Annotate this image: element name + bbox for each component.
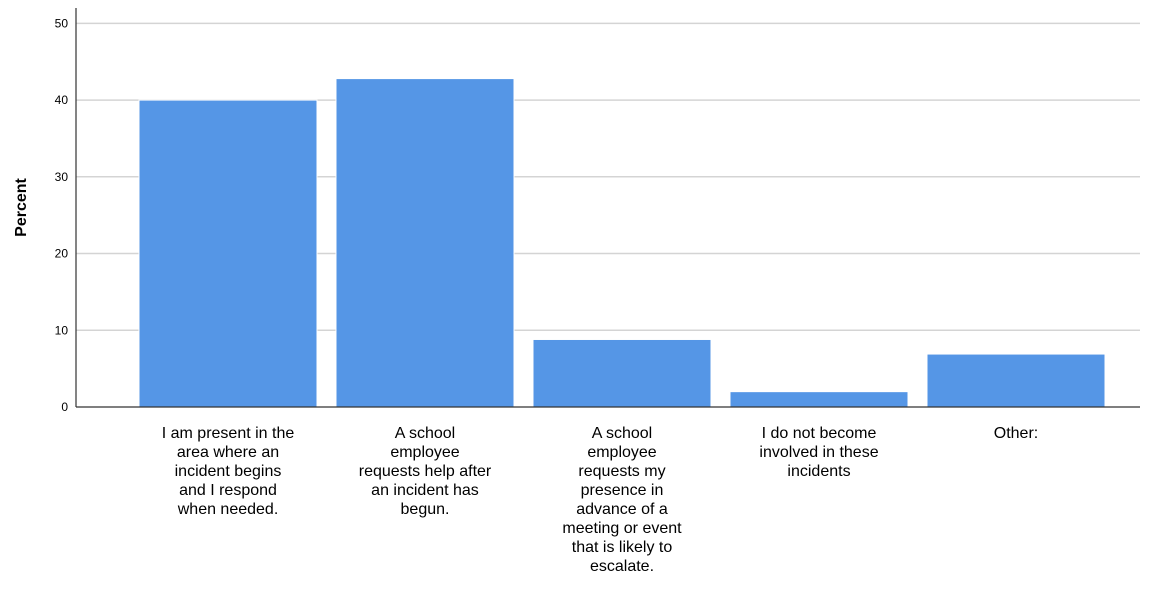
y-tick-label-0: 0: [61, 400, 68, 414]
y-tick-label-30: 30: [55, 170, 69, 184]
bar-2: [335, 78, 515, 408]
category-label-5: Other:: [994, 425, 1038, 442]
y-tick-label-40: 40: [55, 93, 69, 107]
bar-3: [532, 338, 712, 408]
bar-1: [138, 99, 318, 408]
bar-5: [926, 353, 1106, 408]
bars: [138, 78, 1106, 408]
y-axis-label: Percent: [13, 177, 30, 236]
category-label-4: I do not become involved in these incident…: [759, 425, 878, 480]
category-label-2: A school employee requests help after an in…: [359, 425, 492, 518]
category-label-1: I am present in the area where an incident…: [162, 425, 295, 518]
y-tick-label-10: 10: [55, 323, 69, 337]
category-label-3: A school employee requests my presence in ad…: [562, 425, 682, 575]
y-tick-label-50: 50: [55, 16, 69, 30]
y-tick-labels: 0 10 20 30 40 50: [55, 16, 69, 414]
y-tick-label-20: 20: [55, 247, 69, 261]
bar-4: [729, 391, 909, 408]
category-labels: I am present in the area where an incident…: [162, 425, 1038, 575]
